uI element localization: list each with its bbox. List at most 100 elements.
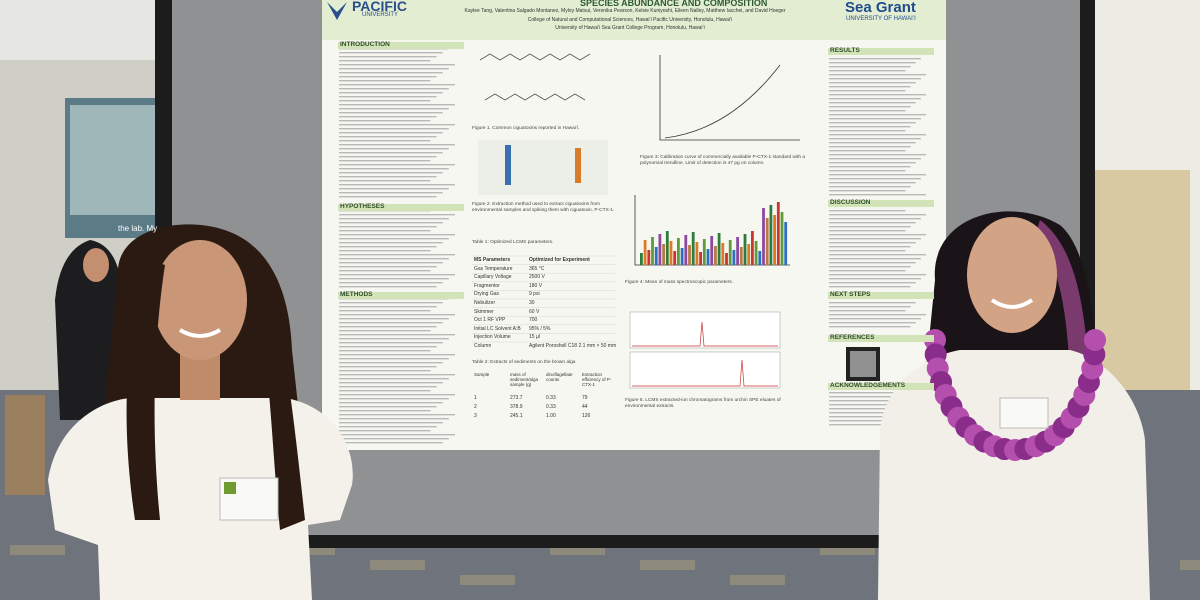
text-line xyxy=(829,396,911,398)
text-line xyxy=(339,218,449,220)
text-line xyxy=(339,136,437,138)
bar-image xyxy=(721,243,725,265)
table-cell: 273.7 xyxy=(510,395,523,401)
table-cell: 95% / 5% xyxy=(529,325,551,332)
text-line xyxy=(829,98,921,100)
text-line xyxy=(339,48,449,50)
text-line xyxy=(339,148,449,150)
text-line xyxy=(339,306,437,308)
bar-image xyxy=(732,250,736,265)
text-line xyxy=(829,122,916,124)
table-cell: mass of sediment/alga sample (g) xyxy=(510,372,539,387)
text-line xyxy=(829,214,926,216)
text-line xyxy=(829,270,906,272)
text-line xyxy=(829,110,906,112)
bar-image xyxy=(739,247,743,265)
poster-title: SPECIES ABUNDANCE AND COMPOSITION xyxy=(580,0,768,8)
text-line xyxy=(339,64,455,66)
text-line xyxy=(339,386,437,388)
table-cell: 1 xyxy=(474,395,477,401)
text-line xyxy=(829,242,916,244)
table-title: Table 2: Extracts of sediments on the br… xyxy=(472,360,576,365)
bar-image xyxy=(758,251,762,265)
text-line xyxy=(829,154,926,156)
text-line xyxy=(339,196,437,198)
pacific-logo xyxy=(327,2,347,20)
table-cell: 126 xyxy=(582,413,591,419)
table-cell: Agilent Poroshell C18 2.1 mm × 50 mm xyxy=(529,343,617,349)
hair-strand xyxy=(245,255,305,530)
text-line xyxy=(339,144,455,146)
bar-image xyxy=(658,234,662,265)
bar-image xyxy=(780,212,784,265)
text-line xyxy=(829,226,911,228)
table-cell: 378.9 xyxy=(510,404,523,410)
text-line xyxy=(829,310,906,312)
text-line xyxy=(339,52,443,54)
text-line xyxy=(829,400,906,402)
table-cell: Oct 1 RF VPP xyxy=(474,317,506,324)
text-line xyxy=(339,210,431,212)
carpet-pattern xyxy=(550,545,605,555)
text-line xyxy=(339,438,449,440)
text-line xyxy=(829,278,921,280)
text-line xyxy=(829,178,921,180)
text-line xyxy=(339,254,455,256)
bar-image xyxy=(776,202,780,265)
text-line xyxy=(339,326,437,328)
text-line xyxy=(829,74,926,76)
text-line xyxy=(829,262,916,264)
text-line xyxy=(339,342,443,344)
text-line xyxy=(829,150,906,152)
carpet-pattern xyxy=(640,560,695,570)
text-line xyxy=(339,286,437,288)
section-heading: RESULTS xyxy=(828,47,934,55)
bar-image xyxy=(695,242,699,265)
text-line xyxy=(339,370,431,372)
table-cell: 79 xyxy=(582,395,588,401)
table-cell: 0.33 xyxy=(546,395,556,401)
text-line xyxy=(829,424,926,426)
table-cell: Sample xyxy=(474,372,490,377)
text-line xyxy=(339,168,449,170)
text-line xyxy=(829,254,926,256)
text-line xyxy=(339,362,443,364)
text-line xyxy=(339,302,443,304)
text-line xyxy=(339,188,449,190)
text-line xyxy=(829,266,911,268)
text-line xyxy=(339,230,431,232)
text-line xyxy=(339,104,455,106)
text-line xyxy=(829,170,906,172)
section-heading: NEXT STEPS xyxy=(828,291,934,299)
text-line xyxy=(339,100,431,102)
carpet-pattern xyxy=(370,560,425,570)
text-line xyxy=(829,210,906,212)
text-line xyxy=(339,250,431,252)
text-line xyxy=(339,378,449,380)
text-line xyxy=(829,190,906,192)
bar-image xyxy=(677,238,680,265)
text-line xyxy=(829,114,926,116)
sea-grant-subtext: UNIVERSITY OF HAWAIʻI xyxy=(846,16,916,22)
text-line xyxy=(339,214,455,216)
text-line xyxy=(829,118,921,120)
text-line xyxy=(829,420,906,422)
figure-caption: Figure 4: Mean of mass spectroscopic par… xyxy=(625,280,733,285)
bar-image xyxy=(680,248,684,265)
text-line xyxy=(339,238,449,240)
ceiling xyxy=(0,0,160,60)
text-line xyxy=(339,442,443,444)
text-line xyxy=(829,326,911,328)
bar-image xyxy=(673,251,677,265)
table-cell: 365 °C xyxy=(529,265,545,272)
table-cell: 9 psi xyxy=(529,291,540,298)
bar-image xyxy=(751,231,754,265)
table-cell: 700 xyxy=(529,317,538,324)
section-heading: HYPOTHESES xyxy=(338,203,464,211)
table-cell: Fragmentor xyxy=(474,282,500,289)
text-line xyxy=(339,226,437,228)
text-line xyxy=(339,422,443,424)
bar-image xyxy=(640,253,643,265)
text-line xyxy=(339,76,437,78)
